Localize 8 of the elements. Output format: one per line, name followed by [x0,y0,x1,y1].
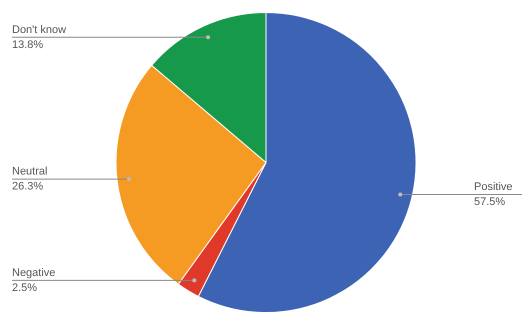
data-label: 13.8% [12,38,44,51]
data-label: 2.5% [12,282,38,294]
data-label: 57.5% [474,196,506,208]
slice-label: Negative [12,266,56,279]
slice-label: Don't know [12,24,66,36]
slice-label: Neutral [12,166,48,178]
slice-label: Positive [474,181,513,194]
data-label: 26.3% [12,180,44,193]
